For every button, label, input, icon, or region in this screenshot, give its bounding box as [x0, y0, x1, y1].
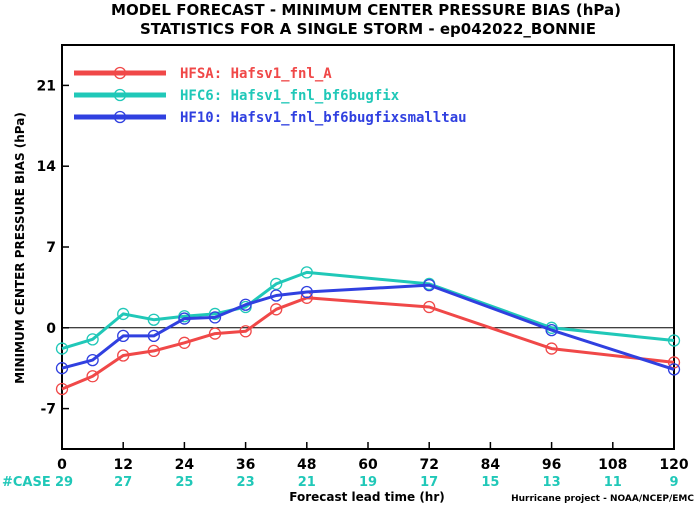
- series-3-point: [545, 323, 558, 337]
- series-1-point: [545, 342, 558, 355]
- case-count: 27: [114, 475, 132, 490]
- y-axis-label: MINIMUM CENTER PRESSURE BIAS (hPa): [13, 112, 27, 384]
- plot-frame: [61, 44, 675, 450]
- y-tick-label: 7: [46, 240, 56, 256]
- x-tick-label: 12: [113, 457, 132, 473]
- series-1-point: [423, 300, 436, 314]
- series-3-point: [208, 311, 222, 324]
- y-tick-label: 21: [37, 78, 56, 94]
- series-1-point: [55, 382, 69, 396]
- series-3-point: [55, 362, 69, 375]
- legend-label-3: HF10: Hafsv1_fnl_bf6bugfixsmalltau: [180, 110, 467, 126]
- series-3-point: [667, 363, 681, 376]
- legend-label-2: HFC6: Hafsv1_fnl_bf6bugfix: [180, 88, 400, 104]
- series-1-point: [117, 349, 130, 362]
- legend-marker-1: [113, 66, 127, 80]
- case-count: 15: [481, 475, 499, 490]
- case-count: 29: [55, 475, 73, 490]
- series-3-point: [86, 353, 99, 367]
- x-tick-label: 0: [57, 457, 67, 473]
- series-3-point: [300, 285, 313, 299]
- series-1-point: [239, 325, 252, 338]
- series-2-point: [667, 334, 681, 347]
- credit-text: Hurricane project - NOAA/NCEP/EMC: [511, 494, 694, 504]
- series-3-point: [239, 298, 252, 311]
- series-2-point: [55, 342, 69, 355]
- x-tick-label: 120: [659, 457, 688, 473]
- x-axis-label: Forecast lead time (hr): [289, 490, 445, 504]
- series-3-point: [270, 289, 283, 302]
- series-2-point: [117, 307, 130, 321]
- series-1-point: [270, 303, 283, 316]
- series-2-point: [300, 266, 313, 279]
- legend-label-1: HFSA: Hafsv1_fnl_A: [180, 66, 332, 82]
- x-tick-label: 96: [542, 457, 561, 473]
- series-3-point: [423, 278, 436, 292]
- x-tick-label: 36: [236, 457, 255, 473]
- case-count: 21: [298, 475, 316, 490]
- x-tick-label: 48: [297, 457, 316, 473]
- legend-marker-2: [113, 88, 127, 102]
- chart-title: MODEL FORECAST - MINIMUM CENTER PRESSURE…: [111, 1, 621, 19]
- case-label: #CASE: [2, 475, 51, 490]
- case-count: 23: [237, 475, 255, 490]
- x-tick-label: 84: [481, 457, 501, 473]
- x-tick-label: 60: [358, 457, 378, 473]
- case-count: 17: [420, 475, 438, 490]
- y-tick-label: 0: [46, 321, 56, 337]
- legend-marker-3: [113, 110, 127, 124]
- series-3-point: [147, 329, 160, 343]
- series-2-point: [147, 313, 160, 326]
- y-tick-label: 14: [37, 159, 57, 175]
- series-3-point: [117, 329, 130, 343]
- series-1-point: [208, 327, 222, 340]
- x-tick-label: 72: [419, 457, 438, 473]
- series-1-point: [178, 336, 191, 349]
- series-line-3: [61, 283, 675, 371]
- case-count: 13: [543, 475, 561, 490]
- case-count: 25: [175, 475, 193, 490]
- case-count: 11: [604, 475, 622, 490]
- x-tick-label: 108: [598, 457, 627, 473]
- y-tick-label: -7: [40, 402, 56, 418]
- series-3-point: [178, 312, 191, 325]
- series-2-point: [86, 333, 99, 346]
- case-count: 19: [359, 475, 377, 490]
- chart-subtitle: STATISTICS FOR A SINGLE STORM - ep042022…: [140, 20, 596, 38]
- series-line-1: [61, 296, 675, 391]
- series-1-point: [147, 344, 160, 358]
- x-tick-label: 24: [175, 457, 195, 473]
- series-1-point: [86, 370, 99, 383]
- case-count: 9: [669, 475, 678, 490]
